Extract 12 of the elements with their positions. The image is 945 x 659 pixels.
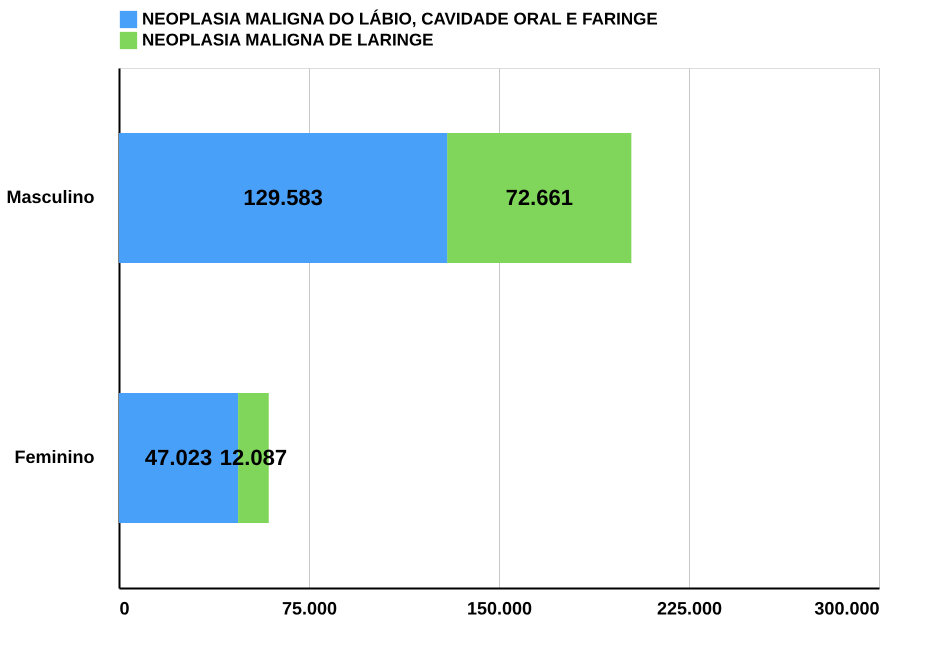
data-label: 47.023 bbox=[144, 445, 212, 470]
x-tick-label: 0 bbox=[120, 598, 130, 618]
x-tick-label: 150.000 bbox=[466, 598, 532, 618]
legend-label: NEOPLASIA MALIGNA DE LARINGE bbox=[142, 30, 434, 50]
y-tick-label: Masculino bbox=[6, 187, 95, 207]
x-tick-label: 75.000 bbox=[282, 598, 338, 618]
y-tick-label: Feminino bbox=[14, 447, 95, 467]
x-tick-label: 300.000 bbox=[814, 598, 880, 618]
data-label: 129.583 bbox=[243, 185, 323, 210]
x-tick-label: 225.000 bbox=[656, 598, 722, 618]
data-label: 72.661 bbox=[506, 185, 573, 210]
legend-label: NEOPLASIA MALIGNA DO LÁBIO, CAVIDADE ORAL E FARINGE bbox=[142, 8, 658, 28]
